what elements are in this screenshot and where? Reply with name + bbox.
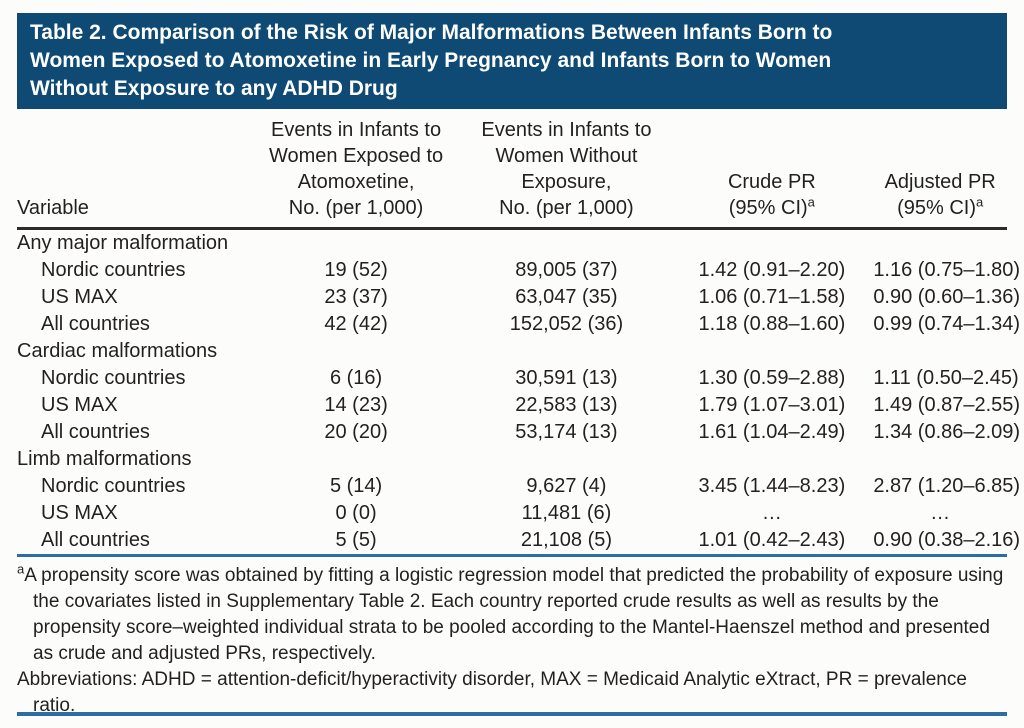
cell-crude-pr: … [761, 502, 782, 524]
section-header-row: Any major malformation [17, 229, 1007, 258]
cell-adjusted-pr: … [930, 502, 951, 524]
column-header-variable: Variable [17, 197, 89, 219]
cell-exposed: 19 (52) [324, 259, 388, 281]
table-body: Any major malformation Nordic countries … [17, 229, 1021, 556]
section-label: Limb malformations [17, 448, 192, 470]
cell-adjusted-pr: 1.16 (0.75–1.80) [873, 259, 1021, 281]
cell-adjusted-pr: 1.49 (0.87–2.55) [873, 394, 1021, 416]
cell-variable: US MAX [41, 394, 118, 416]
adjusted-pr-line2: (95% CI) [897, 197, 976, 219]
table-row: Nordic countries 6 (16) 30,591 (13) 1.30… [17, 365, 1019, 392]
cell-unexposed: 53,174 (13) [515, 421, 618, 443]
cell-unexposed: 30,591 (13) [515, 367, 618, 389]
section-label: Cardiac malformations [17, 340, 218, 362]
crude-pr-line2: (95% CI) [728, 197, 808, 219]
footnote-marker-a: a [975, 194, 984, 210]
footnote-a: aA propensity score was obtained by fitt… [17, 563, 1007, 667]
section-header-row: Limb malformations [17, 446, 1007, 473]
column-header-crude-pr: Crude PR (95% CI)a [670, 109, 873, 229]
cell-unexposed: 63,047 (35) [515, 286, 618, 308]
cell-crude-pr: 1.61 (1.04–2.49) [698, 421, 846, 443]
cell-unexposed: 9,627 (4) [526, 475, 607, 497]
cell-exposed: 6 (16) [329, 367, 383, 389]
cell-adjusted-pr: 1.11 (0.50–2.45) [873, 367, 1019, 389]
column-header-exposed: Events in Infants to Women Exposed to At… [268, 119, 444, 219]
cell-crude-pr: 1.01 (0.42–2.43) [698, 529, 846, 551]
cell-exposed: 42 (42) [324, 313, 388, 335]
table-row: All countries 42 (42) 152,052 (36) 1.18 … [17, 311, 1021, 338]
malformation-risk-table: Variable Events in Infants to Women Expo… [17, 109, 1021, 557]
table-row: Nordic countries 19 (52) 89,005 (37) 1.4… [17, 257, 1021, 284]
cell-crude-pr: 1.42 (0.91–2.20) [698, 259, 846, 281]
table-row: US MAX 23 (37) 63,047 (35) 1.06 (0.71–1.… [17, 284, 1021, 311]
table-footnotes: aA propensity score was obtained by fitt… [17, 563, 1007, 719]
table-row: Nordic countries 5 (14) 9,627 (4) 3.45 (… [17, 473, 1021, 500]
cell-adjusted-pr: 1.34 (0.86–2.09) [873, 421, 1021, 443]
column-header-adjusted-pr: Adjusted PR (95% CI)a [873, 109, 1007, 229]
cell-variable: All countries [41, 313, 150, 335]
adjusted-pr-line1: Adjusted PR [884, 171, 996, 193]
cell-crude-pr: 3.45 (1.44–8.23) [698, 475, 846, 497]
table-row: All countries 5 (5) 21,108 (5) 1.01 (0.4… [17, 527, 1021, 556]
cell-variable: Nordic countries [41, 475, 186, 497]
cell-exposed: 5 (5) [335, 529, 377, 551]
cell-exposed: 5 (14) [329, 475, 383, 497]
cell-variable: US MAX [41, 286, 118, 308]
section-label: Any major malformation [17, 232, 229, 254]
cell-variable: All countries [41, 421, 150, 443]
cell-variable: Nordic countries [41, 367, 186, 389]
section-header-row: Cardiac malformations [17, 338, 1007, 365]
cell-adjusted-pr: 2.87 (1.20–6.85) [873, 475, 1021, 497]
cell-exposed: 14 (23) [324, 394, 388, 416]
table-row: US MAX 14 (23) 22,583 (13) 1.79 (1.07–3.… [17, 392, 1021, 419]
cell-unexposed: 22,583 (13) [515, 394, 618, 416]
table-title: Table 2. Comparison of the Risk of Major… [17, 13, 1007, 109]
cell-exposed: 0 (0) [335, 502, 377, 524]
cell-unexposed: 89,005 (37) [515, 259, 618, 281]
cell-crude-pr: 1.79 (1.07–3.01) [698, 394, 846, 416]
cell-variable: All countries [41, 529, 150, 551]
table-row: All countries 20 (20) 53,174 (13) 1.61 (… [17, 419, 1021, 446]
cell-crude-pr: 1.18 (0.88–1.60) [698, 313, 846, 335]
cell-variable: Nordic countries [41, 259, 186, 281]
table-header: Variable Events in Infants to Women Expo… [17, 109, 1007, 229]
column-header-unexposed: Events in Infants to Women Without Expos… [481, 119, 652, 219]
cell-unexposed: 21,108 (5) [520, 529, 613, 551]
cell-adjusted-pr: 0.90 (0.38–2.16) [873, 529, 1021, 551]
cell-exposed: 20 (20) [324, 421, 388, 443]
cell-unexposed: 11,481 (6) [521, 502, 612, 524]
cell-crude-pr: 1.06 (0.71–1.58) [698, 286, 846, 308]
cell-unexposed: 152,052 (36) [509, 313, 624, 335]
cell-adjusted-pr: 0.99 (0.74–1.34) [873, 313, 1021, 335]
cell-crude-pr: 1.30 (0.59–2.88) [698, 367, 846, 389]
table-header-row: Variable Events in Infants to Women Expo… [17, 109, 1007, 229]
crude-pr-line1: Crude PR [727, 171, 816, 193]
footnote-abbreviations: Abbreviations: ADHD = attention-deficit/… [17, 669, 967, 716]
cell-exposed: 23 (37) [324, 286, 388, 308]
footnote-a-marker: a [17, 561, 25, 577]
footnote-marker-a: a [807, 194, 815, 210]
cell-variable: US MAX [41, 502, 118, 524]
footnote-a-text: A propensity score was obtained by fitti… [24, 565, 1004, 664]
table-row: US MAX 0 (0) 11,481 (6) … … [17, 500, 1007, 527]
bottom-rule [17, 712, 1007, 716]
cell-adjusted-pr: 0.90 (0.60–1.36) [873, 286, 1021, 308]
